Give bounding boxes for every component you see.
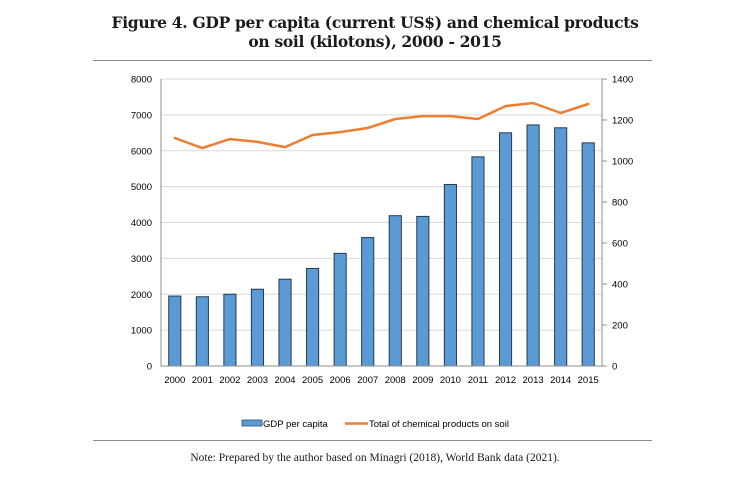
x-tick-label: 2001 [192, 375, 213, 386]
bar-series-gdp [168, 124, 595, 367]
x-tick-label: 2012 [495, 375, 516, 386]
bar-2007 [361, 237, 375, 367]
bar-2015 [581, 142, 595, 367]
x-tick-label: 2003 [247, 375, 268, 386]
x-tick-label: 2004 [274, 375, 295, 386]
bar-2005 [306, 267, 320, 367]
right-tick-label: 600 [612, 239, 628, 250]
bar-2011 [471, 156, 485, 367]
x-tick-label: 2013 [523, 375, 544, 386]
x-tick-label: 2010 [440, 375, 461, 386]
x-tick-label: 2015 [578, 375, 599, 386]
right-tick-label: 800 [612, 198, 628, 209]
left-tick-label: 3000 [131, 254, 152, 265]
top-divider [93, 60, 652, 61]
x-tick-label: 2000 [164, 375, 185, 386]
legend: GDP per capita Total of chemical product… [241, 419, 509, 430]
bar-2010 [443, 183, 457, 367]
figure-title-line-1: Figure 4. GDP per capita (current US$) a… [111, 13, 639, 32]
right-tick-label: 400 [612, 280, 628, 291]
bar-2009 [416, 215, 430, 367]
right-tick-label: 1200 [612, 116, 633, 127]
left-tick-label: 6000 [131, 146, 152, 157]
bar-2001 [195, 296, 209, 367]
x-tick-label: 2008 [385, 375, 406, 386]
left-tick-label: 1000 [131, 326, 152, 337]
bar-2003 [250, 288, 265, 367]
bar-2008 [388, 215, 402, 367]
figure-title-line-2: on soil (kilotons), 2000 - 2015 [248, 32, 502, 51]
figure-title: Figure 4. GDP per capita (current US$) a… [0, 13, 750, 51]
x-tick-label: 2009 [412, 375, 433, 386]
bar-2006 [333, 252, 347, 367]
left-tick-label: 0 [147, 362, 152, 373]
left-tick-label: 8000 [131, 75, 152, 86]
x-tick-label: 2005 [302, 375, 323, 386]
bar-2012 [498, 132, 513, 367]
legend-label-gdp: GDP per capita [263, 419, 328, 430]
left-axis-ticks: 0 1000 2000 3000 4000 5000 6000 7000 8000 [131, 75, 152, 373]
left-tick-label: 4000 [131, 218, 152, 229]
bottom-divider [93, 440, 652, 441]
right-tick-label: 1000 [612, 157, 633, 168]
right-tick-label: 0 [612, 362, 617, 373]
x-tick-label: 2007 [357, 375, 378, 386]
right-axis-ticks: 0 200 400 600 800 1000 1200 1400 [602, 75, 633, 373]
legend-swatch-gdp [241, 419, 263, 427]
figure-note: Note: Prepared by the author based on Mi… [190, 452, 560, 464]
x-tick-label: 2002 [219, 375, 240, 386]
bar-2013 [526, 124, 540, 367]
left-tick-label: 7000 [131, 110, 152, 121]
line-chemicals [173, 101, 590, 150]
left-tick-label: 2000 [131, 290, 152, 301]
x-tick-label: 2011 [468, 375, 488, 386]
x-axis-ticks: 2000 2001 2002 2003 2004 2005 2006 2007 2008 2009… [164, 375, 599, 386]
bar-2004 [278, 278, 292, 367]
axes [160, 79, 603, 367]
bar-2000 [168, 295, 182, 367]
right-tick-label: 200 [612, 321, 628, 332]
x-tick-label: 2014 [550, 375, 571, 386]
right-tick-label: 1400 [612, 75, 633, 86]
x-tick-label: 2006 [330, 375, 351, 386]
bar-2002 [223, 293, 237, 367]
legend-label-chemicals: Total of chemical products on soil [369, 419, 509, 430]
left-tick-label: 5000 [131, 182, 152, 193]
line-series-chemicals [173, 101, 590, 150]
bar-2014 [554, 127, 568, 367]
